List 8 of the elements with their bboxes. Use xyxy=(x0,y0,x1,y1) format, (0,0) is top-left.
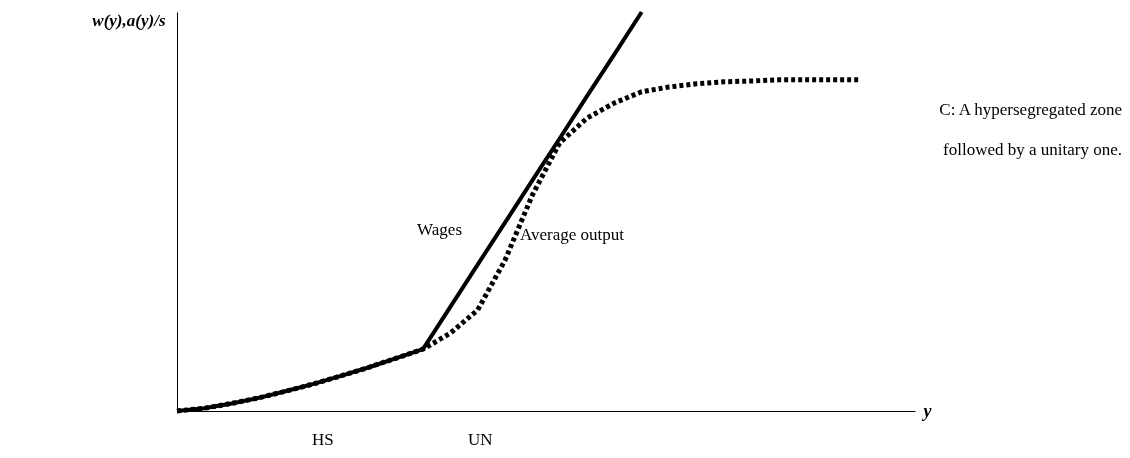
y-axis-title: w(y),a(y)/s xyxy=(92,10,166,30)
series-label: Average output xyxy=(520,225,625,244)
series-label: Wages xyxy=(417,220,462,239)
text: followed by a unitary one. xyxy=(943,140,1122,159)
x-axis-title: y xyxy=(921,400,933,421)
text: HS xyxy=(312,430,334,449)
text: UN xyxy=(468,430,493,449)
text: C: A hypersegregated zone xyxy=(939,100,1122,119)
